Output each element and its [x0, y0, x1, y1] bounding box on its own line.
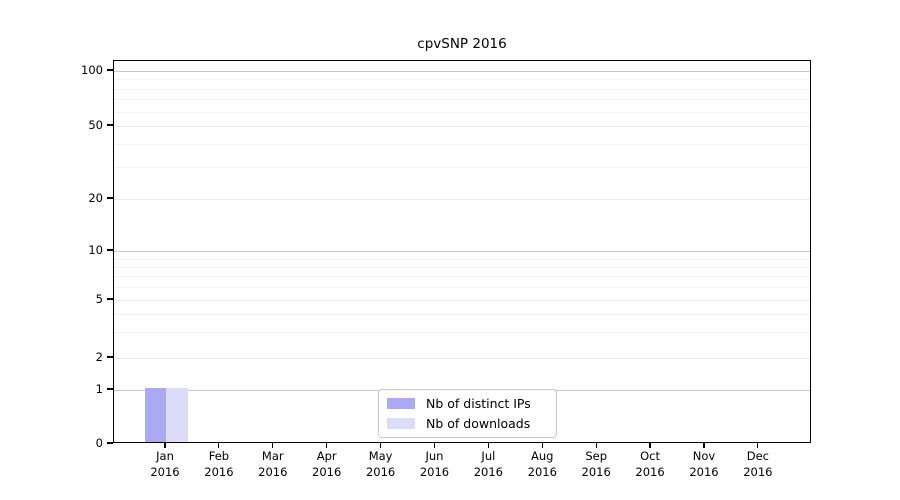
x-tick-label: Mar 2016: [241, 449, 305, 480]
y-tick-mark: [107, 197, 113, 199]
y-tick-label: 20: [88, 190, 103, 205]
x-tick-month: Jul: [481, 449, 496, 463]
y-gridline-minor: [114, 99, 810, 100]
y-gridline-minor: [114, 287, 810, 288]
x-tick-year: 2016: [150, 464, 180, 479]
x-tick-year: 2016: [258, 464, 288, 479]
x-tick-label: Dec 2016: [726, 449, 790, 480]
y-tick-label: 2: [95, 349, 103, 364]
y-gridline-minor: [114, 89, 810, 90]
y-tick-label: 10: [88, 243, 103, 257]
x-tick-mark: [164, 443, 166, 448]
x-tick-year: 2016: [419, 464, 450, 479]
legend-swatch-distinct-ips: [387, 398, 415, 409]
x-tick-mark: [595, 443, 597, 448]
y-tick-mark: [107, 298, 113, 300]
y-gridline-minor: [114, 167, 810, 168]
x-tick-label: Apr 2016: [295, 449, 359, 480]
x-tick-mark: [379, 443, 382, 448]
x-tick-year: 2016: [689, 464, 719, 479]
x-tick-mark: [757, 443, 759, 448]
x-tick-year: 2016: [635, 464, 665, 479]
y-tick-label: 0: [95, 436, 103, 450]
x-tick-month: Apr: [316, 449, 337, 463]
x-tick-month: Jan: [156, 449, 174, 463]
y-gridline: [114, 300, 810, 301]
y-tick-label: 100: [81, 62, 103, 77]
x-tick-label: Oct 2016: [618, 449, 682, 480]
x-tick-mark: [272, 443, 274, 448]
x-tick-month: Jun: [425, 449, 444, 463]
legend-item-downloads: Nb of downloads: [387, 416, 548, 431]
x-tick-month: Sep: [585, 449, 608, 463]
x-tick-month: Oct: [640, 449, 660, 463]
x-tick-label: Aug 2016: [510, 449, 574, 480]
y-tick-label: 1: [95, 381, 103, 396]
x-tick-year: 2016: [473, 464, 504, 479]
y-gridline-minor: [114, 259, 810, 260]
chart-title: cpvSNP 2016: [417, 36, 507, 52]
y-tick-mark: [107, 69, 113, 71]
x-tick-label: Nov 2016: [672, 449, 736, 480]
x-tick-year: 2016: [743, 464, 773, 479]
y-tick-label: 5: [95, 291, 103, 306]
x-tick-mark: [487, 443, 489, 448]
bar-nb-of-distinct-ips: [145, 388, 167, 442]
x-tick-month: Mar: [261, 449, 284, 463]
y-tick-label: 50: [88, 117, 103, 132]
y-gridline-minor: [114, 276, 810, 277]
y-tick-mark: [107, 388, 113, 390]
x-tick-year: 2016: [527, 464, 557, 479]
x-tick-label: Jun 2016: [402, 449, 466, 480]
y-gridline: [114, 126, 810, 127]
x-tick-mark: [541, 443, 543, 448]
y-gridline: [114, 199, 810, 200]
x-tick-month: Dec: [746, 449, 769, 463]
x-tick-month: May: [368, 449, 393, 463]
y-gridline-minor: [114, 314, 810, 315]
legend-label-downloads: Nb of downloads: [426, 416, 531, 431]
x-tick-year: 2016: [312, 464, 342, 479]
legend: Nb of distinct IPs Nb of downloads: [378, 389, 557, 438]
x-tick-label: Sep 2016: [564, 449, 628, 480]
y-gridline-minor: [114, 79, 810, 80]
y-tick-mark: [107, 356, 113, 358]
legend-swatch-downloads: [387, 418, 415, 429]
legend-label-distinct-ips: Nb of distinct IPs: [426, 396, 531, 411]
bar-nb-of-downloads: [166, 388, 188, 442]
x-tick-year: 2016: [204, 464, 234, 479]
x-tick-month: Feb: [208, 449, 230, 463]
y-tick-mark: [107, 124, 113, 126]
y-gridline-minor: [114, 144, 810, 145]
y-gridline-minor: [114, 112, 810, 113]
x-tick-month: Aug: [531, 449, 554, 463]
y-gridline: [114, 358, 810, 359]
plot-area: Nb of distinct IPs Nb of downloads: [113, 60, 811, 443]
x-tick-mark: [703, 443, 705, 448]
x-tick-label: May 2016: [349, 449, 413, 480]
y-gridline: [114, 251, 810, 252]
y-tick-mark: [107, 442, 113, 444]
x-tick-mark: [218, 443, 220, 448]
x-tick-label: Jan 2016: [133, 449, 197, 480]
x-tick-label: Feb 2016: [187, 449, 251, 480]
y-tick-mark: [107, 249, 113, 251]
y-gridline-minor: [114, 267, 810, 268]
x-tick-year: 2016: [365, 464, 396, 479]
x-tick-mark: [326, 443, 328, 448]
y-gridline-minor: [114, 332, 810, 333]
x-tick-label: Jul 2016: [456, 449, 520, 480]
x-tick-month: Nov: [692, 449, 716, 463]
x-tick-mark: [433, 443, 436, 448]
legend-item-distinct-ips: Nb of distinct IPs: [387, 396, 548, 411]
y-gridline: [114, 71, 810, 72]
x-tick-mark: [649, 443, 651, 448]
x-tick-year: 2016: [581, 464, 611, 479]
